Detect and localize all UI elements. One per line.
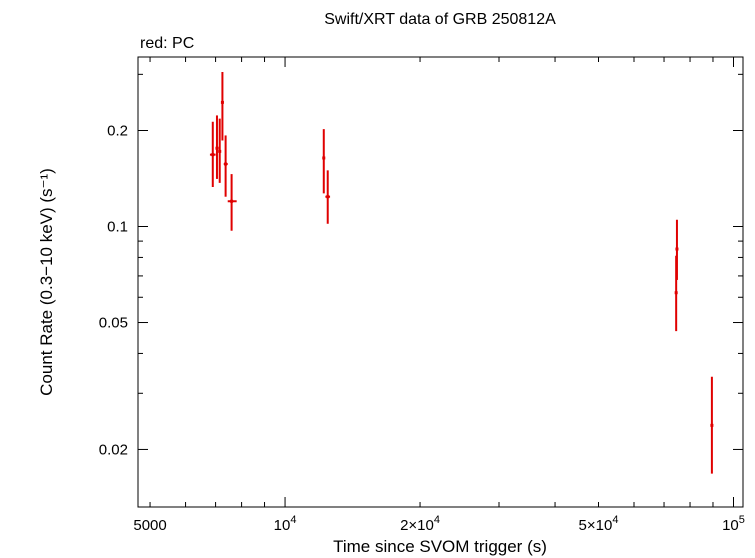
- x-tick-label: 5×104: [579, 514, 619, 534]
- data-point: [710, 376, 714, 474]
- data-marker: [220, 100, 224, 104]
- data-marker: [218, 149, 222, 153]
- data-point: [325, 170, 331, 224]
- x-tick-label: 104: [274, 514, 297, 534]
- y-axis-label: Count Rate (0.3−10 keV) (s⁻¹): [37, 168, 56, 396]
- x-tick-label: 5000: [133, 517, 166, 534]
- data-point: [223, 135, 228, 197]
- y-tick-label: 0.2: [107, 123, 128, 140]
- y-tick-label: 0.05: [99, 315, 128, 332]
- axis-ticks: [138, 57, 743, 507]
- data-marker: [326, 195, 330, 199]
- data-marker: [675, 247, 679, 251]
- y-tick-label: 0.1: [107, 219, 128, 236]
- data-marker: [322, 156, 326, 160]
- x-tick-labels: 5000 104 2×104 5×104 105: [133, 514, 745, 534]
- data-marker: [230, 199, 234, 203]
- x-tick-label: 105: [722, 514, 745, 534]
- data-marker: [710, 423, 714, 427]
- x-tick-label-base: 5000: [133, 517, 166, 534]
- x-tick-label-base: 2×10: [400, 517, 434, 534]
- data-point: [220, 72, 224, 141]
- data-marker: [215, 146, 219, 150]
- data-marker: [224, 162, 228, 166]
- x-tick-label-exponent: 4: [434, 514, 440, 526]
- data-point: [322, 129, 326, 194]
- data-points: [209, 72, 714, 474]
- plot-frame: [137, 56, 744, 508]
- data-marker: [674, 291, 678, 295]
- x-tick-label-exponent: 4: [290, 514, 296, 526]
- data-marker: [211, 153, 215, 157]
- x-axis-label: Time since SVOM trigger (s): [333, 537, 547, 556]
- data-point: [218, 118, 222, 183]
- data-point: [209, 121, 216, 188]
- legend-text: red: PC: [140, 35, 194, 52]
- x-tick-label-base: 5×10: [579, 517, 613, 534]
- chart-title: Swift/XRT data of GRB 250812A: [324, 11, 556, 28]
- x-tick-label-exponent: 5: [739, 514, 745, 526]
- x-tick-label-base: 10: [722, 517, 739, 534]
- y-tick-label: 0.02: [99, 441, 128, 458]
- data-point: [675, 219, 679, 280]
- x-tick-label: 2×104: [400, 514, 440, 534]
- data-point: [215, 115, 219, 179]
- data-point: [227, 174, 237, 231]
- x-tick-label-exponent: 4: [612, 514, 618, 526]
- x-tick-label-base: 10: [274, 517, 291, 534]
- y-tick-labels: 0.02 0.05 0.1 0.2: [99, 123, 128, 459]
